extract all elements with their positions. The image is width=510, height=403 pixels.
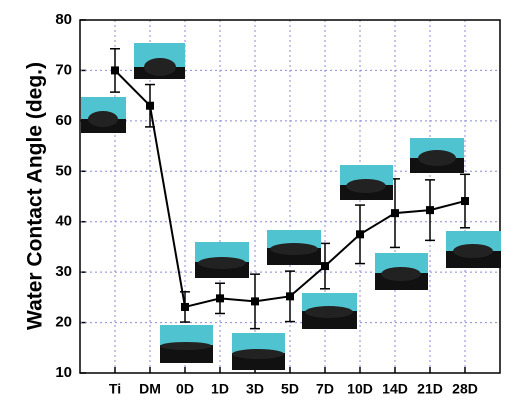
y-tick-label: 70 xyxy=(55,61,72,78)
droplet-inset xyxy=(410,138,464,173)
x-tick-label: 21D xyxy=(417,381,443,397)
x-tick-label: 14D xyxy=(382,381,408,397)
point xyxy=(181,302,189,311)
droplet-inset xyxy=(446,231,501,268)
y-tick-label: 40 xyxy=(55,213,72,230)
x-tick-label: 5D xyxy=(281,381,299,397)
droplet-inset xyxy=(267,230,321,265)
y-tick-label: 80 xyxy=(55,11,72,28)
droplet-inset xyxy=(340,165,393,200)
droplet-inset xyxy=(81,97,126,133)
point xyxy=(356,230,364,239)
x-tick-label: DM xyxy=(139,381,161,397)
droplet-inset xyxy=(160,325,213,363)
droplet-inset xyxy=(232,333,285,370)
y-tick-label: 10 xyxy=(55,364,72,381)
y-tick-label: 60 xyxy=(55,112,72,129)
point xyxy=(146,101,154,110)
y-tick-label: 20 xyxy=(55,314,72,331)
droplet-inset xyxy=(134,43,185,79)
point xyxy=(321,262,329,271)
droplet-inset xyxy=(302,293,357,329)
x-tick-label: 7D xyxy=(316,381,334,397)
point xyxy=(426,206,434,215)
point xyxy=(251,297,259,306)
x-tick-label: 0D xyxy=(176,381,194,397)
droplet-inset xyxy=(195,242,249,278)
y-tick-label: 30 xyxy=(55,263,72,280)
x-tick-label: Ti xyxy=(109,381,121,397)
y-axis-label: Water Contact Angle (deg.) xyxy=(24,62,47,330)
point xyxy=(216,294,224,303)
droplet-insets xyxy=(81,43,501,370)
x-tick-label: 1D xyxy=(211,381,229,397)
x-tick-label: 28D xyxy=(452,381,478,397)
point xyxy=(111,66,119,75)
y-tick-label: 50 xyxy=(55,162,72,179)
point xyxy=(461,197,469,206)
point xyxy=(391,209,399,218)
x-tick-label: 10D xyxy=(347,381,373,397)
x-tick-label: 3D xyxy=(246,381,264,397)
point xyxy=(286,292,294,301)
axes-frame xyxy=(79,19,501,374)
droplet-inset xyxy=(375,253,428,290)
